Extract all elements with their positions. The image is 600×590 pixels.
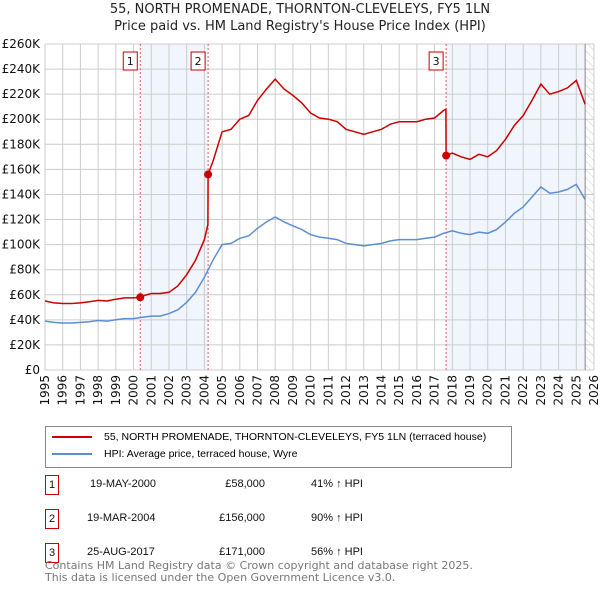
footer-copyright: Contains HM Land Registry data © Crown c…	[45, 559, 473, 572]
y-tick-label: £60K	[9, 288, 41, 302]
y-tick-label: £40K	[9, 313, 41, 327]
x-tick-label: 2024	[552, 375, 566, 406]
x-tick-label: 1998	[91, 375, 105, 406]
hpi-line	[44, 183, 586, 324]
sale-point	[136, 293, 145, 302]
x-tick-label: 2002	[162, 375, 176, 406]
shaded-region	[446, 44, 586, 370]
y-tick-label: £200K	[2, 112, 42, 126]
x-tick-label: 2007	[251, 375, 265, 406]
y-tick-label: £120K	[2, 213, 42, 227]
sale-number: 3	[45, 543, 59, 563]
y-tick-label: £220K	[2, 87, 42, 101]
y-tick-label: £20K	[9, 338, 41, 352]
y-tick-label: £240K	[2, 62, 42, 76]
x-tick-label: 2020	[481, 375, 495, 406]
y-tick-label: £0	[25, 363, 40, 377]
y-tick-label: £260K	[2, 37, 42, 51]
x-tick-label: 2000	[127, 375, 141, 406]
y-tick-label: £180K	[2, 137, 42, 151]
sale-label: 2	[195, 55, 202, 68]
sale-label: 3	[433, 55, 440, 68]
chart-title: 55, NORTH PROMENADE, THORNTON-CLEVELEYS,…	[109, 2, 491, 17]
x-tick-label: 2004	[197, 375, 211, 406]
x-tick-label: 2016	[410, 375, 424, 406]
sale-date: 19-MAR-2004	[87, 512, 156, 524]
y-tick-label: £160K	[2, 162, 42, 176]
legend-item-property: 55, NORTH PROMENADE, THORNTON-CLEVELEYS,…	[52, 431, 486, 443]
footer: Contains HM Land Registry data © Crown c…	[45, 560, 473, 583]
x-tick-label: 2014	[374, 375, 388, 406]
sale-hpi-diff: 41% ↑ HPI	[311, 478, 363, 490]
shaded-region	[140, 44, 209, 370]
sale-label-box	[122, 51, 138, 71]
y-tick-label: £140K	[2, 187, 42, 201]
x-tick-label: 1999	[109, 375, 123, 406]
sale-date: 25-AUG-2017	[87, 546, 155, 558]
legend-swatch-red	[52, 436, 92, 438]
x-tick-label: 2009	[286, 375, 300, 406]
price-chart: £0 £20K £40K £60K £80K £100K £120K £140K £160K £1…	[2, 37, 600, 406]
x-tick-label: 2021	[498, 375, 512, 406]
y-tick-label: £100K	[2, 238, 42, 252]
x-tick-label: 2013	[357, 375, 371, 406]
legend-swatch-blue	[52, 453, 92, 455]
sale-price: £58,000	[225, 478, 265, 490]
sale-point	[442, 151, 451, 160]
x-tick-label: 2005	[215, 375, 229, 406]
legend: 55, NORTH PROMENADE, THORNTON-CLEVELEYS,…	[45, 426, 512, 468]
x-tick-label: 1997	[73, 375, 87, 406]
x-tick-label: 2015	[392, 375, 406, 406]
y-tick-label: £80K	[9, 263, 41, 277]
sale-hpi-diff: 56% ↑ HPI	[311, 546, 363, 558]
x-tick-label: 2001	[144, 375, 158, 406]
sale-label-box	[190, 51, 206, 71]
sale-label: 1	[127, 55, 134, 68]
x-tick-label: 2008	[268, 375, 282, 406]
x-tick-label: 2006	[233, 375, 247, 406]
forecast-hatch	[585, 44, 594, 370]
sale-hpi-diff: 90% ↑ HPI	[311, 512, 363, 524]
x-tick-label: 2018	[445, 375, 459, 406]
legend-item-hpi: HPI: Average price, terraced house, Wyre	[52, 448, 297, 460]
x-tick-label: 2011	[321, 375, 335, 406]
x-tick-label: 2022	[516, 375, 530, 406]
x-tick-label: 2012	[339, 375, 353, 406]
sale-point	[204, 170, 213, 179]
sale-number: 2	[45, 509, 59, 529]
sale-price: £171,000	[219, 546, 265, 558]
footer-licence: This data is licensed under the Open Gov…	[45, 570, 396, 584]
legend-label: 55, NORTH PROMENADE, THORNTON-CLEVELEYS,…	[104, 431, 487, 443]
x-tick-label: 1995	[38, 375, 52, 406]
x-tick-label: 1996	[56, 375, 70, 406]
x-tick-label: 2025	[569, 375, 583, 406]
sale-label-box	[428, 51, 444, 71]
x-tick-label: 2023	[534, 375, 548, 406]
sale-date: 19-MAY-2000	[90, 478, 157, 490]
chart-subtitle: Price paid vs. HM Land Registry's House …	[114, 19, 486, 34]
x-tick-label: 2010	[304, 375, 318, 406]
legend-label: HPI: Average price, terraced house, Wyre	[104, 448, 298, 460]
sale-number: 1	[45, 475, 59, 495]
x-tick-label: 2019	[463, 375, 477, 406]
x-tick-label: 2003	[180, 375, 194, 406]
x-tick-label: 2026	[587, 375, 600, 406]
x-tick-label: 2017	[428, 375, 442, 406]
sale-price: £156,000	[219, 512, 265, 524]
